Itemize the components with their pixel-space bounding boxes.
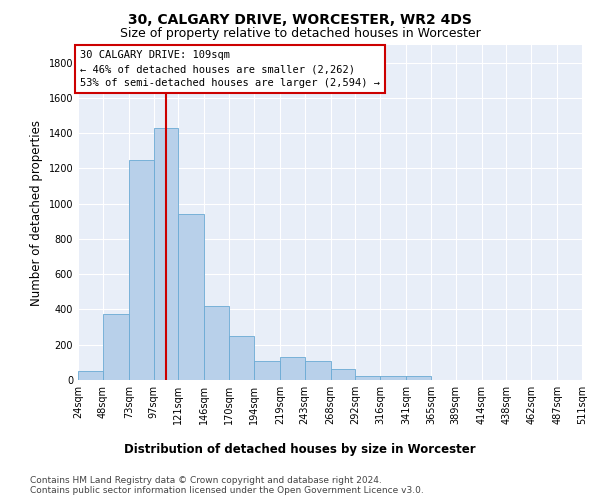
Y-axis label: Number of detached properties: Number of detached properties (30, 120, 43, 306)
Bar (78, 371, 103, 380)
Bar (406, 376, 431, 380)
Bar (154, 128, 178, 380)
Bar (103, 314, 129, 380)
Bar (331, 370, 355, 380)
Text: Distribution of detached houses by size in Worcester: Distribution of detached houses by size … (124, 442, 476, 456)
Bar (355, 376, 380, 380)
Bar (178, 214, 204, 380)
Bar (254, 362, 280, 380)
Bar (204, 306, 229, 380)
Bar (280, 357, 305, 380)
Text: Size of property relative to detached houses in Worcester: Size of property relative to detached ho… (119, 28, 481, 40)
Text: 30, CALGARY DRIVE, WORCESTER, WR2 4DS: 30, CALGARY DRIVE, WORCESTER, WR2 4DS (128, 12, 472, 26)
Bar (305, 360, 331, 380)
Bar (129, 160, 154, 380)
Bar (229, 336, 254, 380)
Text: 30 CALGARY DRIVE: 109sqm
← 46% of detached houses are smaller (2,262)
53% of sem: 30 CALGARY DRIVE: 109sqm ← 46% of detach… (80, 50, 380, 88)
Bar (380, 376, 406, 380)
Text: Contains HM Land Registry data © Crown copyright and database right 2024.
Contai: Contains HM Land Registry data © Crown c… (30, 476, 424, 495)
